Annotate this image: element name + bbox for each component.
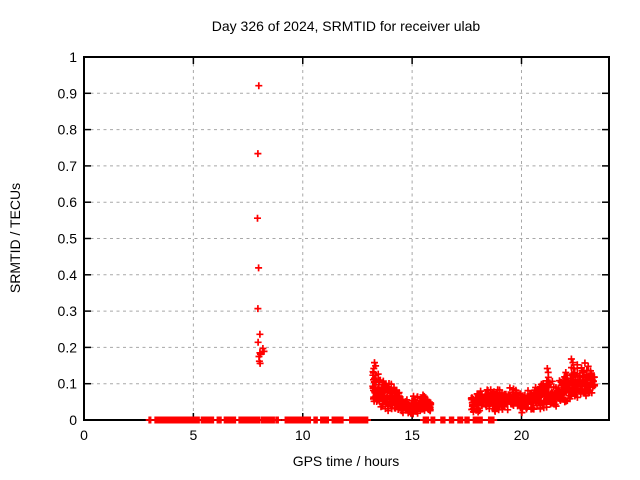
y-tick-label: 0.6: [58, 194, 78, 210]
y-tick-label: 0.3: [58, 303, 78, 319]
y-tick-label: 0.2: [58, 339, 78, 355]
x-tick-label: 5: [189, 427, 197, 443]
y-axis-label: SRMTID / TECUs: [7, 183, 23, 293]
x-axis-label: GPS time / hours: [293, 453, 400, 469]
y-tick-label: 0.1: [58, 376, 78, 392]
y-tick-label: 0.7: [58, 158, 78, 174]
y-tick-label: 0: [69, 412, 77, 428]
y-tick-label: 0.5: [58, 231, 78, 247]
grid-lines: [84, 57, 609, 420]
data-points: [145, 82, 599, 424]
x-tick-label: 0: [80, 427, 88, 443]
y-tick-label: 1: [69, 49, 77, 65]
x-tick-label: 20: [514, 427, 530, 443]
tick-labels: 0 5 10 15 20 0 0.1 0.2 0.3 0.4 0.5 0.6 0.7 0.8 0.9 1: [58, 49, 530, 443]
chart-title: Day 326 of 2024, SRMTID for receiver ula…: [212, 18, 481, 34]
x-tick-label: 10: [295, 427, 311, 443]
x-tick-label: 15: [404, 427, 420, 443]
y-tick-label: 0.8: [58, 122, 78, 138]
y-tick-label: 0.9: [58, 85, 78, 101]
y-tick-label: 0.4: [58, 267, 78, 283]
